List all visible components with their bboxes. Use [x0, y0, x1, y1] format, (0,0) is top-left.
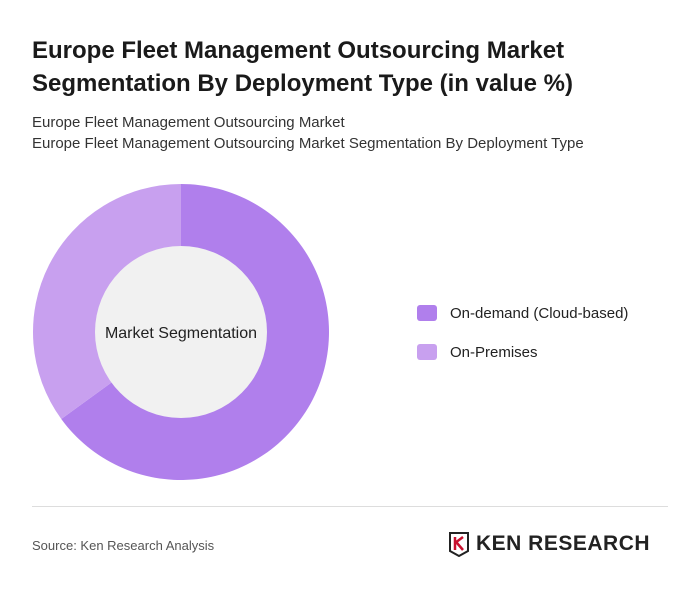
legend-swatch: [417, 344, 437, 360]
legend: On-demand (Cloud-based) On-Premises: [417, 303, 628, 381]
logo-text: KEN RESEARCH: [476, 532, 651, 555]
donut-center: [95, 246, 267, 418]
subtitle-market: Europe Fleet Management Outsourcing Mark…: [32, 114, 345, 131]
legend-item-on-demand: On-demand (Cloud-based): [417, 303, 628, 323]
legend-label: On-demand (Cloud-based): [450, 304, 629, 322]
divider: [32, 506, 668, 507]
subtitle-segmentation: Europe Fleet Management Outsourcing Mark…: [32, 135, 584, 152]
source-note: Source: Ken Research Analysis: [32, 538, 215, 553]
logo-k-icon: [449, 532, 469, 557]
legend-item-on-premises: On-Premises: [417, 342, 628, 362]
chart-title: Europe Fleet Management Outsourcing Mark…: [32, 37, 573, 97]
legend-label: On-Premises: [450, 343, 538, 361]
center-label: Market Segmentation: [105, 325, 257, 342]
ken-research-logo: KEN RESEARCH: [448, 531, 650, 557]
legend-swatch: [417, 305, 437, 321]
